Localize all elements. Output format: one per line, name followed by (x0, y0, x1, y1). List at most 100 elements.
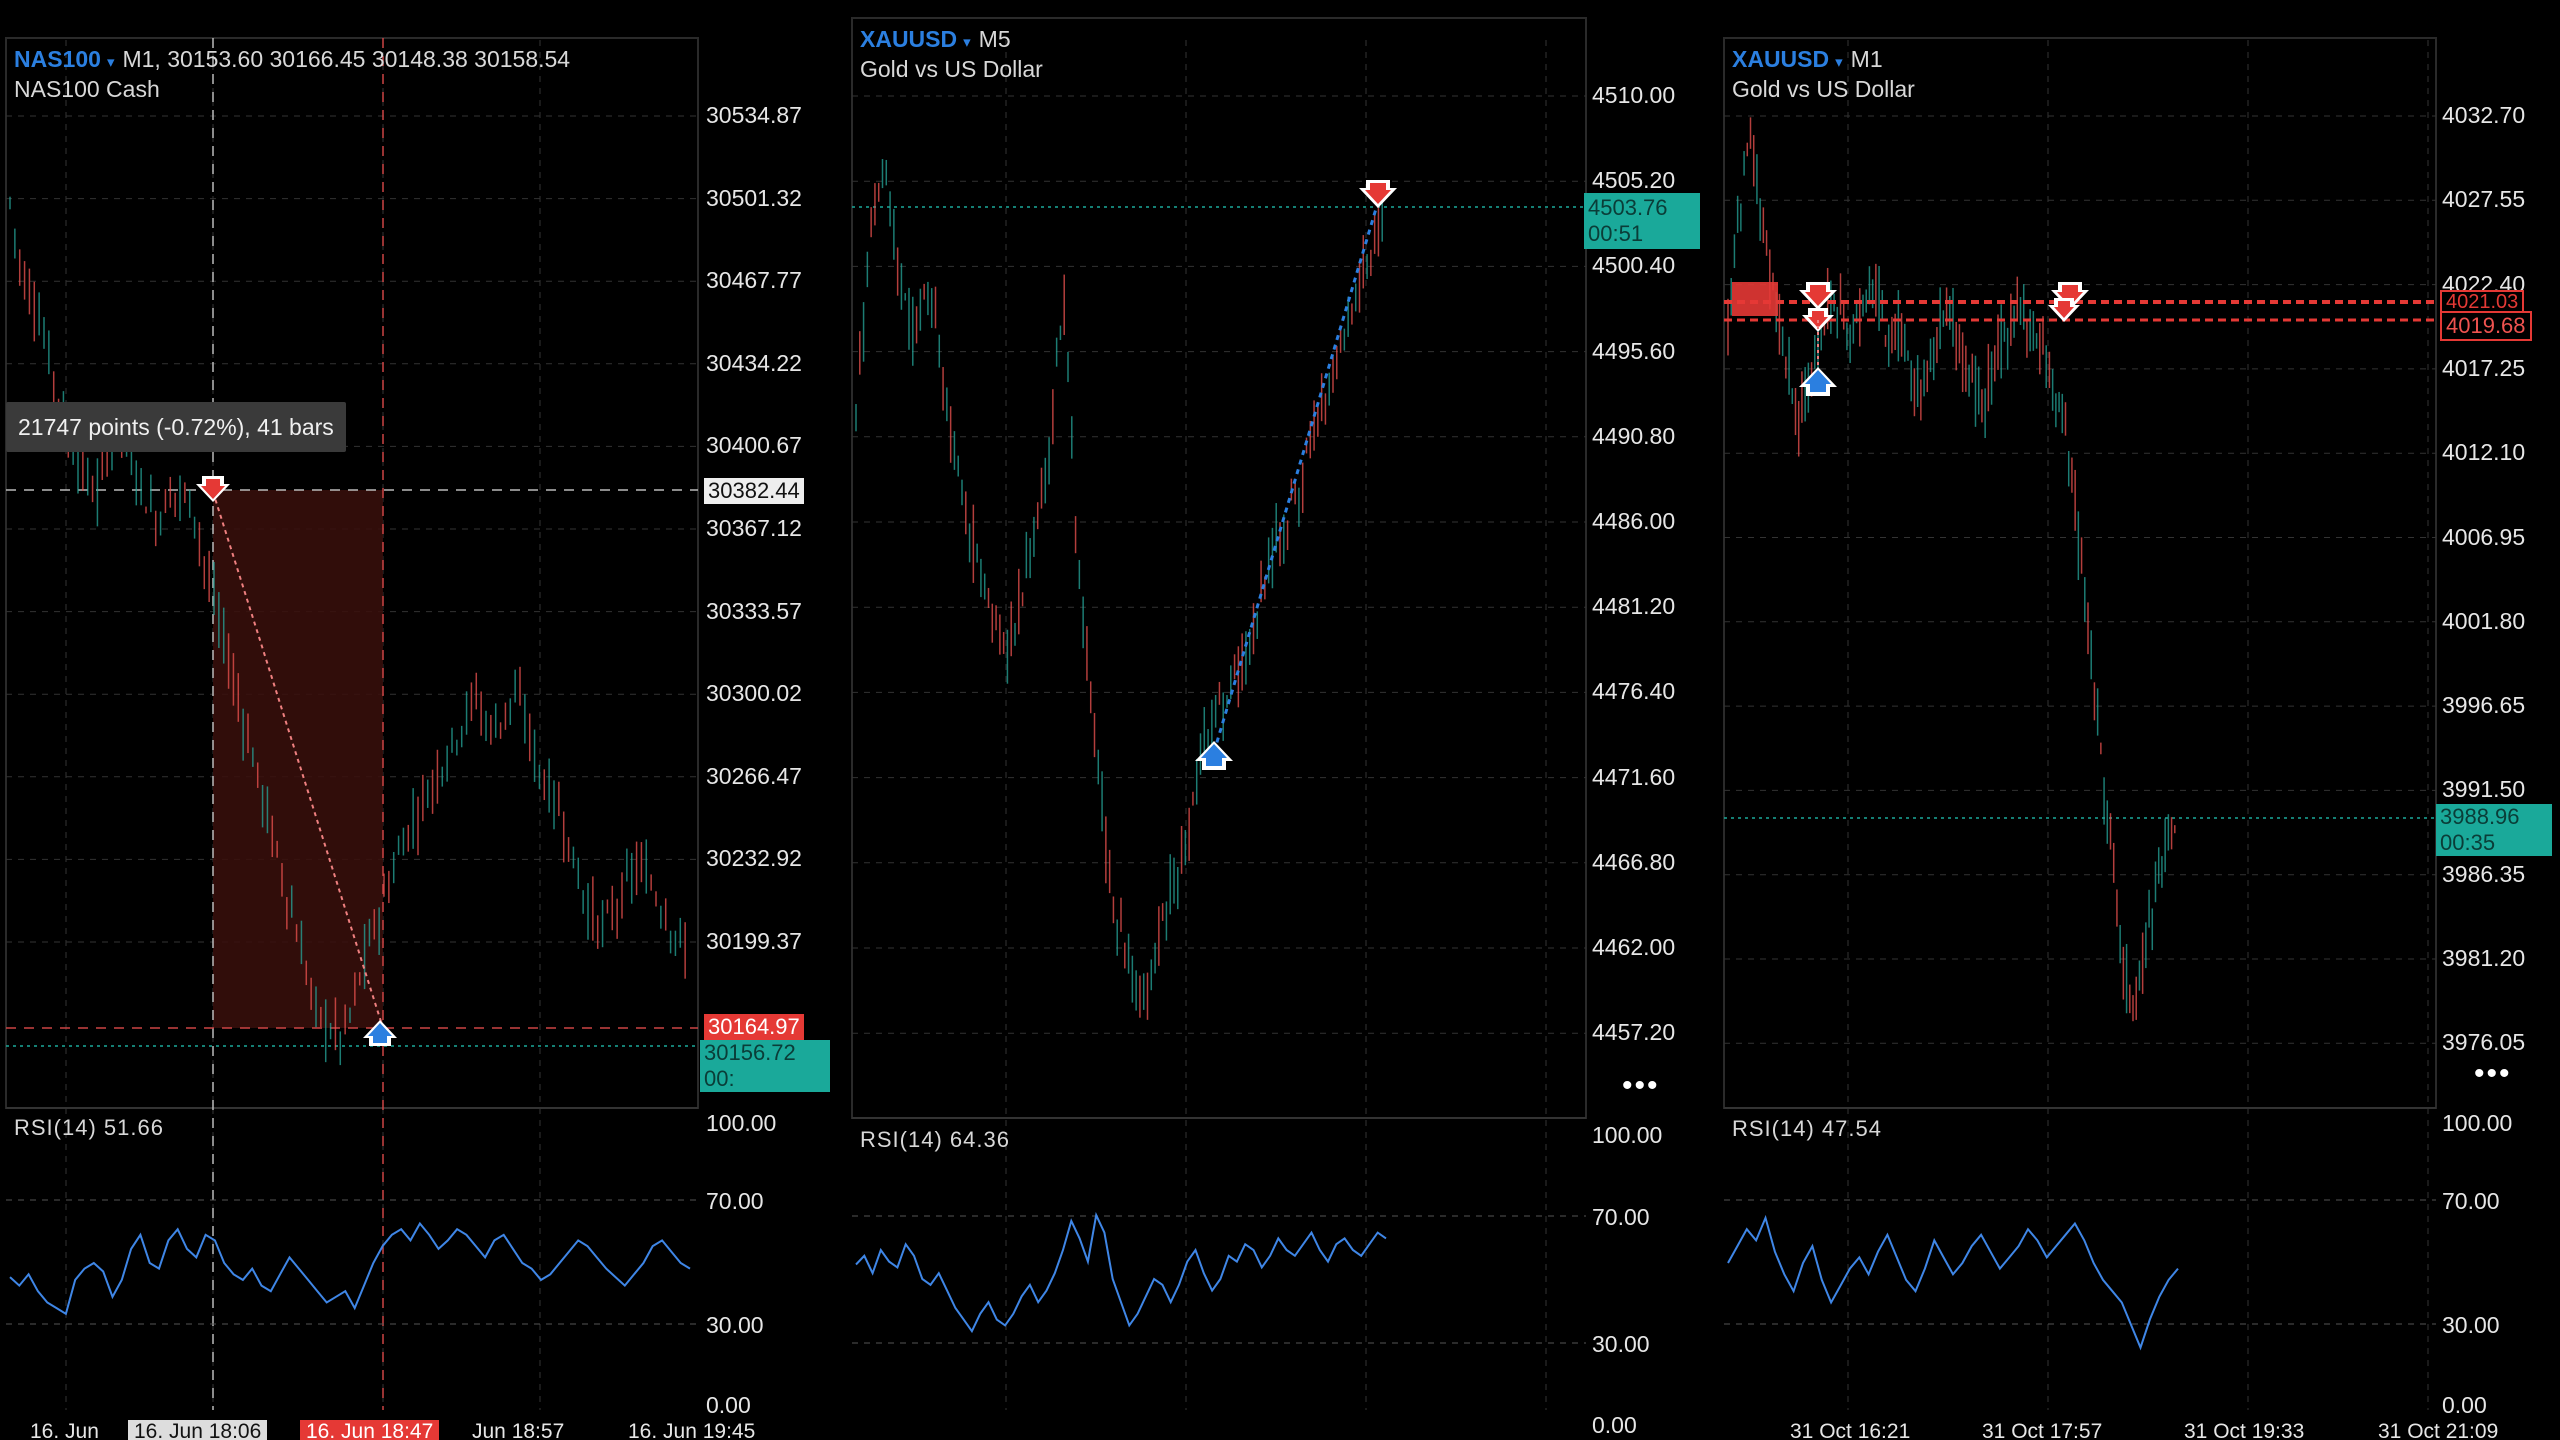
price-axis-label: 30534.87 (706, 102, 802, 128)
price-axis-label: 4032.70 (2442, 102, 2526, 128)
price-axis-label: 3981.20 (2442, 945, 2526, 971)
price-axis-label: 4012.10 (2442, 439, 2526, 466)
rsi-label: RSI(14) 64.36 (860, 1127, 1010, 1152)
price-axis-label: 4495.60 (1592, 337, 1676, 364)
ohlc-info: M1, 30153.60 30166.45 30148.38 30158.54 (122, 46, 571, 72)
sell-arrow-icon (1359, 180, 1397, 208)
price-axis-label: 30266.47 (706, 762, 802, 789)
price-axis-label: 4481.20 (1592, 593, 1676, 620)
date-label: 31 Oct 17:57 (1982, 1420, 2103, 1440)
crosshair-price-tag: 30382.44 (704, 478, 804, 504)
price-axis-label: 4500.40 (1592, 252, 1676, 279)
rsi-axis-label: 0.00 (2442, 1392, 2487, 1418)
crosshair-date-tag: 16. Jun 18:06 (128, 1420, 268, 1440)
bar-countdown: 00:51 (1588, 221, 1644, 246)
date-label: 31 Oct 21:09 (2378, 1420, 2499, 1440)
crosshair-date-tag-2: 16. Jun 18:47 (300, 1420, 440, 1440)
price-axis-label: 3986.35 (2442, 860, 2526, 887)
chevron-down-icon[interactable]: ▾ (1835, 54, 1843, 71)
price-axis-label: 4476.40 (1592, 678, 1676, 705)
price-axis-label: 30434.22 (706, 349, 802, 376)
xauusd-m1-chart-svg[interactable] (1718, 0, 2560, 1440)
symbol-description: Gold vs US Dollar (860, 56, 1043, 82)
more-options-icon[interactable]: ••• (1622, 1069, 1660, 1102)
current-price-tag: 4503.76 00:51 (1584, 193, 1700, 249)
position-price-tag: 4019.68 (2440, 311, 2532, 341)
sell-arrow-icon (1799, 282, 1837, 310)
chevron-down-icon[interactable]: ▾ (963, 34, 971, 51)
price-axis-label: 4017.25 (2442, 354, 2526, 381)
price-axis-label: 3996.65 (2442, 692, 2526, 719)
rsi-axis-label: 0.00 (706, 1392, 751, 1418)
date-label: 16. Jun (30, 1420, 99, 1440)
rsi-axis-label: 70.00 (2442, 1188, 2500, 1214)
rsi-axis-label: 30.00 (2442, 1312, 2500, 1338)
price-axis-label: 30300.02 (706, 680, 802, 707)
sell-arrow-icon (196, 476, 230, 502)
nas100-candles (9, 196, 686, 1066)
price-axis-label: 4027.55 (2442, 186, 2526, 213)
rsi-axis-label: 70.00 (706, 1188, 764, 1214)
symbol-name[interactable]: NAS100 (14, 46, 101, 72)
price-axis-label: 4457.20 (1592, 1019, 1676, 1046)
more-options-icon[interactable]: ••• (2474, 1057, 2512, 1090)
price-axis-label: 30232.92 (706, 845, 802, 872)
sell-arrow-icon (2048, 298, 2080, 322)
buy-arrow-icon (363, 1020, 397, 1046)
nas100-rsi-line (9, 1221, 691, 1316)
date-label: 16. Jun 19:45 (628, 1420, 756, 1440)
rsi-axis-label: 100.00 (1592, 1122, 1663, 1148)
chart-panel-nas100[interactable]: NAS100 ▾ M1, 30153.60 30166.45 30148.38 30… (0, 0, 840, 1440)
price-axis-label: 4490.80 (1592, 422, 1676, 449)
symbol-name[interactable]: XAUUSD (1732, 46, 1830, 72)
current-price-tag: 3988.96 00:35 (2436, 804, 2552, 856)
xauusd-m1-rsi-line (1727, 1214, 2179, 1351)
rsi-label: RSI(14) 51.66 (14, 1115, 164, 1140)
price-axis-label: 4471.60 (1592, 763, 1676, 790)
current-price-tag: 30156.72 00: (700, 1040, 830, 1092)
chart-panel-xauusd-m5[interactable]: XAUUSD ▾ M5 Gold vs US Dollar 4510.00 4505.… (846, 0, 1706, 1440)
entry-price-tag: 30164.97 (704, 1014, 804, 1040)
nas100-chart-svg[interactable] (0, 0, 840, 1440)
chevron-down-icon[interactable]: ▾ (106, 54, 115, 71)
price-axis-label: 4486.00 (1592, 508, 1676, 534)
price-axis-label: 4001.80 (2442, 607, 2526, 634)
rsi-axis-label: 100.00 (2442, 1110, 2513, 1136)
price-axis-label: 4510.00 (1592, 82, 1676, 108)
price-axis-label: 30467.77 (706, 267, 802, 294)
buy-arrow-icon (1799, 367, 1837, 396)
chart-header: XAUUSD ▾ M1 (1732, 44, 1883, 78)
date-label: 31 Oct 19:33 (2184, 1420, 2305, 1440)
xauusd-m5-candles (855, 159, 1383, 1020)
chart-header: XAUUSD ▾ M5 (860, 24, 1011, 58)
bar-countdown: 00:35 (2440, 830, 2496, 855)
price-axis-label: 30501.32 (706, 184, 802, 211)
rsi-axis-label: 70.00 (1592, 1204, 1650, 1230)
xauusd-m5-rsi-line (855, 1211, 1387, 1334)
symbol-description: NAS100 Cash (14, 76, 160, 102)
rsi-label: RSI(14) 47.54 (1732, 1116, 1882, 1141)
timeframe: M5 (978, 26, 1011, 52)
rsi-axis-label: 30.00 (1592, 1331, 1650, 1357)
price-axis-label: 3991.50 (2442, 776, 2526, 803)
price-axis-label: 30367.12 (706, 515, 802, 541)
bar-countdown: 00: (704, 1066, 735, 1091)
price-axis-label: 4466.80 (1592, 848, 1676, 875)
symbol-description: Gold vs US Dollar (1732, 76, 1915, 102)
xauusd-m1-candles (1727, 117, 2176, 1022)
chart-panel-xauusd-m1[interactable]: XAUUSD ▾ M1 Gold vs US Dollar 4032.70 4027.… (1718, 0, 2560, 1440)
date-label: 31 Oct 16:21 (1790, 1420, 1911, 1440)
chart-header: NAS100 ▾ M1, 30153.60 30166.45 30148.38 30… (14, 44, 570, 78)
xauusd-m5-chart-svg[interactable] (846, 0, 1706, 1440)
measure-tooltip: 21747 points (-0.72%), 41 bars (6, 402, 346, 452)
price-axis-label: 30333.57 (706, 597, 802, 624)
symbol-name[interactable]: XAUUSD (860, 26, 958, 52)
position-price-tag: 4021.03 (2440, 290, 2525, 314)
price-axis-label: 30400.67 (706, 432, 802, 459)
price-axis-label: 4505.20 (1592, 167, 1676, 194)
sell-arrow-icon (2051, 282, 2089, 310)
price-axis-label: 3976.05 (2442, 1029, 2526, 1056)
rsi-axis-label: 0.00 (1592, 1412, 1637, 1438)
rsi-axis-label: 30.00 (706, 1312, 764, 1338)
price-axis-label: 4462.00 (1592, 934, 1676, 960)
